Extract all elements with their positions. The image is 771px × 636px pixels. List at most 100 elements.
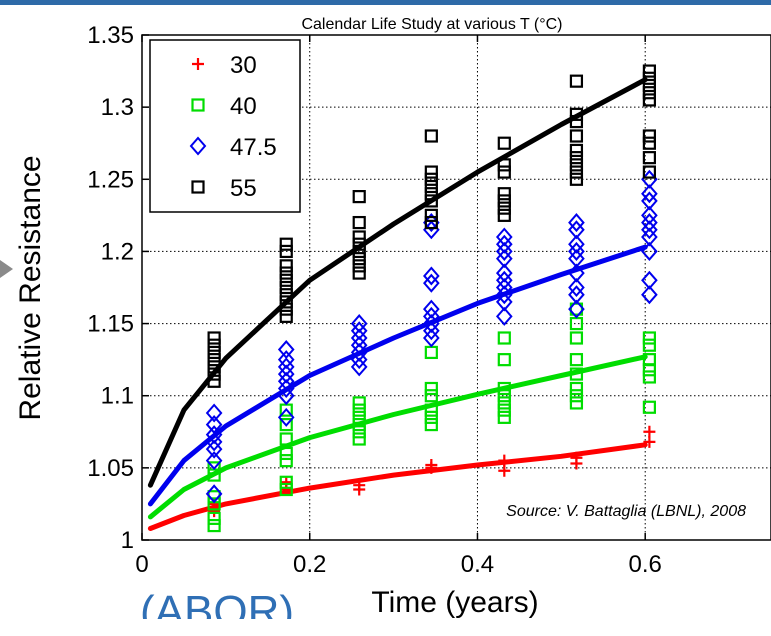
data-point xyxy=(279,446,293,461)
data-point xyxy=(568,299,585,319)
data-point xyxy=(352,244,366,259)
data-point xyxy=(569,381,584,396)
data-point xyxy=(495,234,513,254)
data-point xyxy=(353,479,366,492)
data-point xyxy=(569,331,584,345)
data-point xyxy=(642,93,656,107)
data-point xyxy=(205,439,223,459)
data-point xyxy=(205,415,223,435)
data-point xyxy=(352,432,366,446)
data-point xyxy=(423,266,440,286)
data-point xyxy=(568,220,585,240)
y-tick-label: 1.25 xyxy=(87,166,134,193)
data-point xyxy=(350,350,368,370)
data-point xyxy=(352,230,366,244)
data-point xyxy=(642,71,656,85)
data-point xyxy=(207,374,221,388)
data-point xyxy=(498,464,511,477)
data-point xyxy=(207,511,221,525)
data-point xyxy=(497,353,511,367)
data-point xyxy=(424,165,438,179)
data-point xyxy=(277,350,295,370)
data-point xyxy=(495,306,513,326)
data-point xyxy=(352,425,366,439)
data-point xyxy=(205,484,223,504)
data-point xyxy=(568,277,585,298)
data-point xyxy=(495,292,513,312)
data-point xyxy=(352,237,366,251)
data-point xyxy=(497,331,511,345)
data-point xyxy=(643,435,656,448)
data-point xyxy=(495,227,513,247)
data-point xyxy=(279,259,293,273)
data-point xyxy=(277,371,295,391)
data-point xyxy=(277,364,295,384)
data-point xyxy=(205,403,223,423)
data-point xyxy=(569,158,584,172)
data-point xyxy=(279,273,293,287)
legend-box xyxy=(149,39,301,213)
data-point xyxy=(568,285,585,305)
data-point xyxy=(643,425,656,438)
data-point xyxy=(642,64,656,78)
data-point xyxy=(425,458,438,471)
data-point xyxy=(207,353,221,367)
series-30 xyxy=(208,425,656,518)
data-point xyxy=(350,321,368,341)
data-point xyxy=(497,410,511,424)
data-point xyxy=(641,213,658,233)
data-point xyxy=(569,165,584,179)
data-point xyxy=(352,410,366,424)
data-point xyxy=(641,191,658,211)
data-point xyxy=(641,220,658,240)
data-point xyxy=(352,396,366,410)
data-point xyxy=(207,518,221,533)
data-point xyxy=(424,381,438,396)
data-point xyxy=(279,288,293,302)
fit-line-30 xyxy=(147,442,648,531)
y-tick-label: 1.1 xyxy=(101,383,134,410)
data-point xyxy=(423,299,440,319)
data-point xyxy=(569,396,584,410)
data-point xyxy=(279,295,293,309)
data-point xyxy=(423,314,440,334)
data-point xyxy=(424,417,438,432)
data-point xyxy=(569,367,584,381)
chart-title: Calendar Life Study at various T (°C) xyxy=(301,16,562,33)
data-point xyxy=(279,475,293,489)
data-point xyxy=(495,263,513,283)
data-point xyxy=(352,252,366,266)
cropped-heading-text: (ABOR) xyxy=(140,587,294,636)
fit-line-55 xyxy=(147,77,648,488)
data-point xyxy=(277,340,295,360)
data-point xyxy=(641,270,658,290)
data-point xyxy=(207,367,221,381)
data-point xyxy=(495,285,513,305)
data-point xyxy=(424,172,438,186)
data-point xyxy=(568,263,585,283)
x-tick-label: 0 xyxy=(135,551,148,578)
data-point xyxy=(495,249,513,269)
data-point xyxy=(277,357,295,377)
data-point xyxy=(569,172,584,186)
data-point xyxy=(279,237,293,251)
plot-frame xyxy=(141,34,771,541)
data-point xyxy=(205,432,223,452)
data-point xyxy=(569,151,584,165)
data-point xyxy=(497,403,511,417)
data-point xyxy=(569,107,584,121)
data-point xyxy=(350,357,368,377)
data-point xyxy=(350,342,368,362)
data-point xyxy=(207,461,221,475)
data-point xyxy=(641,205,658,225)
x-tick-label: 0.4 xyxy=(461,551,494,578)
data-point xyxy=(569,74,584,88)
series-55 xyxy=(207,64,656,388)
data-point xyxy=(498,454,511,467)
data-point xyxy=(277,386,295,406)
data-point xyxy=(642,86,656,100)
fit-line-40 xyxy=(147,354,648,520)
y-tick-label: 1 xyxy=(121,527,134,554)
data-point xyxy=(642,353,656,367)
